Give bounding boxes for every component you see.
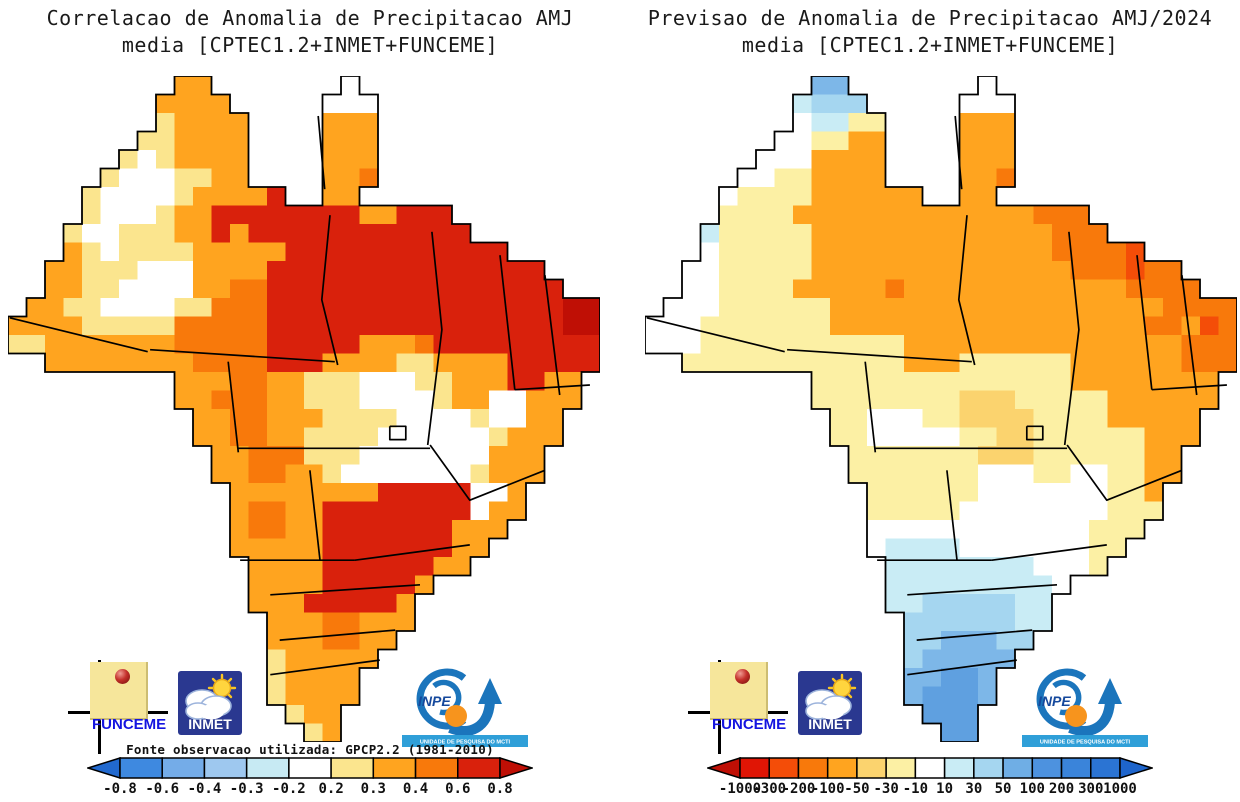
inpe-label: INPE [418,693,451,709]
funceme-ball-icon [115,669,130,684]
funceme-ball-icon [735,669,750,684]
colorbar-tick-label: 300 [1078,781,1104,797]
funceme-logo: FUNCEME [68,660,178,756]
inpe-swirl-icon: INPE UNIDADE DE PESQUISA DO MCTI [402,668,528,747]
inmet-cloud-sun-icon: INMET [178,671,242,735]
funceme-label: FUNCEME [92,716,167,733]
brazil-map-correlation [8,76,600,742]
inpe-sublabel: UNIDADE DE PESQUISA DO MCTI [420,740,511,746]
colorbar-tick-label: 0.4 [402,781,429,797]
colorbar-forecast-bar [707,757,1153,780]
colorbar-correlation-bar [87,757,533,780]
inmet-cloud-sun-icon: INMET [798,671,862,735]
inmet-label: INMET [188,716,232,732]
panel-correlation: Correlacao de Anomalia de Precipitacao A… [0,5,620,801]
inmet-logo: INMET [798,671,862,735]
colorbar-tick-label: -10 [902,781,929,797]
colorbar-correlation-labels: -0.8 -0.6 -0.4 -0.3 -0.2 0.2 0.3 0.4 0.6 0.8 [87,781,533,799]
panel-title-line2: media [CPTEC1.2+INMET+FUNCEME] [741,33,1119,57]
colorbar-correlation: -0.8 -0.6 -0.4 -0.3 -0.2 0.2 0.3 0.4 0.6 0.8 [87,757,533,801]
inpe-logo: INPE UNIDADE DE PESQUISA DO MCTI [1020,664,1152,748]
inmet-label: INMET [808,716,852,732]
inpe-sublabel: UNIDADE DE PESQUISA DO MCTI [1040,740,1131,746]
inmet-logo: INMET [178,671,242,735]
colorbar-tick-label: -0.6 [145,781,180,797]
colorbar-tick-label: -0.8 [103,781,137,797]
colorbar-tick-label: -200 [781,781,816,797]
source-note: Fonte observacao utilizada: GPCP2.2 (198… [126,742,494,757]
colorbar-tick-label: 100 [1019,781,1045,797]
brazil-map-forecast [645,76,1237,742]
colorbar-tick-label: 200 [1048,781,1075,797]
inpe-label: INPE [1038,693,1071,709]
colorbar-tick-label: -50 [844,781,870,797]
colorbar-tick-label: -30 [873,781,899,797]
funceme-logo: FUNCEME [688,660,798,756]
colorbar-tick-label: 50 [994,781,1012,797]
colorbar-tick-label: 0.8 [487,781,513,797]
colorbar-tick-label: 0.3 [360,781,386,797]
colorbar-tick-label: 0.6 [445,781,471,797]
colorbar-tick-label: 30 [965,781,983,797]
colorbar-tick-label: -300 [752,781,787,797]
colorbar-forecast-labels: -1000 -300 -200 -100 -50 -30 -10 10 30 50 100 200 30… [707,781,1153,799]
panel-forecast: Previsao de Anomalia de Precipitacao AMJ… [620,0,1240,802]
panel-title: Previsao de Anomalia de Precipitacao AMJ… [620,5,1240,59]
funceme-label: FUNCEME [712,716,787,733]
colorbar-tick-label: -1000 [718,781,762,797]
colorbar-tick-label: -100 [810,781,845,797]
colorbar-tick-label: 10 [936,781,954,797]
panel-title: Correlacao de Anomalia de Precipitacao A… [0,5,620,59]
colorbar-forecast: -1000 -300 -200 -100 -50 -30 -10 10 30 50 100 200 30… [707,757,1153,801]
colorbar-tick-label: -0.2 [272,781,306,797]
panel-title-line1: Previsao de Anomalia de Precipitacao AMJ… [647,6,1213,30]
panel-title-line2: media [CPTEC1.2+INMET+FUNCEME] [121,33,499,57]
colorbar-tick-label: -0.3 [229,781,264,797]
inpe-logo: INPE UNIDADE DE PESQUISA DO MCTI [400,664,532,748]
panel-title-line1: Correlacao de Anomalia de Precipitacao A… [46,6,574,30]
inpe-swirl-icon: INPE UNIDADE DE PESQUISA DO MCTI [1022,668,1148,747]
colorbar-tick-label: -0.4 [187,781,222,797]
colorbar-tick-label: 0.2 [318,781,344,797]
colorbar-tick-label: 1000 [1103,781,1137,797]
